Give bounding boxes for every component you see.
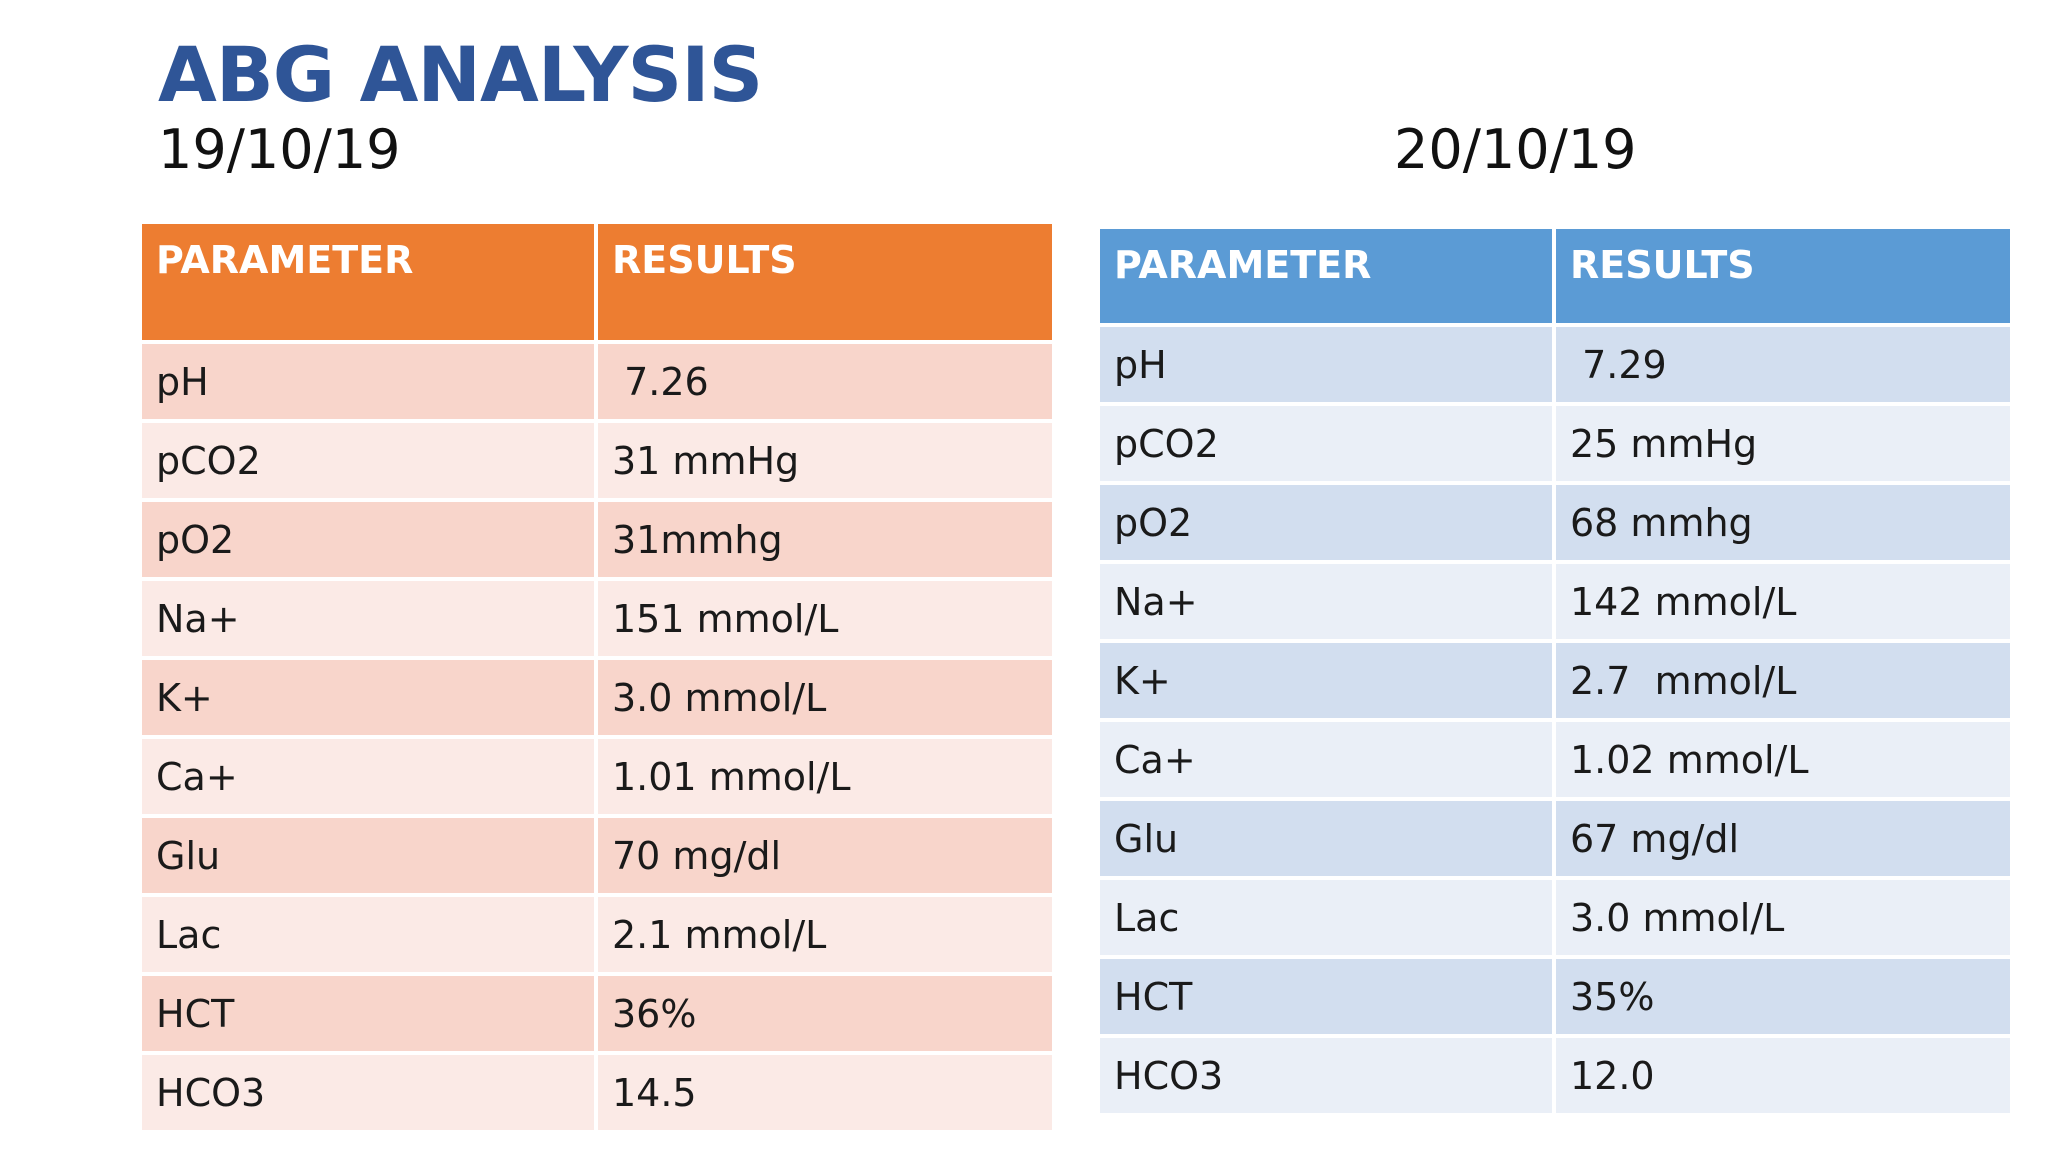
parameter-cell: K+: [1100, 643, 1552, 718]
parameter-cell: Lac: [1100, 880, 1552, 955]
table-row: K+ 3.0 mmol/L: [142, 660, 1052, 735]
parameter-cell: pCO2: [1100, 406, 1552, 481]
result-cell: 1.01 mmol/L: [598, 739, 1052, 814]
parameter-cell: Na+: [1100, 564, 1552, 639]
table-row: Ca+ 1.01 mmol/L: [142, 739, 1052, 814]
table-header-row: PARAMETER RESULTS: [142, 224, 1052, 340]
table-row: pCO2 31 mmHg: [142, 423, 1052, 498]
result-cell: 14.5: [598, 1055, 1052, 1130]
result-cell: 68 mmhg: [1556, 485, 2010, 560]
parameter-cell: pH: [1100, 327, 1552, 402]
table-row: Na+ 142 mmol/L: [1100, 564, 2010, 639]
result-cell: 3.0 mmol/L: [598, 660, 1052, 735]
abg-table-left: PARAMETER RESULTS pH 7.26 pCO2 31 mmHg pO…: [138, 220, 1056, 1134]
parameter-cell: HCO3: [1100, 1038, 1552, 1113]
table-row: K+ 2.7 mmol/L: [1100, 643, 2010, 718]
result-cell: 7.26: [598, 344, 1052, 419]
table-row: HCT 36%: [142, 976, 1052, 1051]
table-row: pCO2 25 mmHg: [1100, 406, 2010, 481]
table-row: pH 7.26: [142, 344, 1052, 419]
table-row: HCT 35%: [1100, 959, 2010, 1034]
header-results: RESULTS: [598, 224, 1052, 340]
parameter-cell: Ca+: [142, 739, 594, 814]
result-cell: 7.29: [1556, 327, 2010, 402]
table-row: pO2 31mmhg: [142, 502, 1052, 577]
parameter-cell: Glu: [1100, 801, 1552, 876]
parameter-cell: K+: [142, 660, 594, 735]
parameter-cell: pO2: [142, 502, 594, 577]
header-parameter: PARAMETER: [1100, 229, 1552, 323]
parameter-cell: HCT: [1100, 959, 1552, 1034]
parameter-cell: pO2: [1100, 485, 1552, 560]
date-left: 19/10/19: [158, 118, 401, 181]
table-row: pO2 68 mmhg: [1100, 485, 2010, 560]
result-cell: 12.0: [1556, 1038, 2010, 1113]
result-cell: 35%: [1556, 959, 2010, 1034]
result-cell: 3.0 mmol/L: [1556, 880, 2010, 955]
parameter-cell: Na+: [142, 581, 594, 656]
parameter-cell: pH: [142, 344, 594, 419]
table-row: Ca+ 1.02 mmol/L: [1100, 722, 2010, 797]
result-cell: 31mmhg: [598, 502, 1052, 577]
table-row: HCO3 12.0: [1100, 1038, 2010, 1113]
result-cell: 70 mg/dl: [598, 818, 1052, 893]
parameter-cell: HCT: [142, 976, 594, 1051]
result-cell: 151 mmol/L: [598, 581, 1052, 656]
result-cell: 25 mmHg: [1556, 406, 2010, 481]
result-cell: 2.1 mmol/L: [598, 897, 1052, 972]
abg-table-right: PARAMETER RESULTS pH 7.29 pCO2 25 mmHg pO…: [1096, 225, 2014, 1117]
header-results: RESULTS: [1556, 229, 2010, 323]
table-row: Na+ 151 mmol/L: [142, 581, 1052, 656]
table-row: Lac 3.0 mmol/L: [1100, 880, 2010, 955]
header-parameter: PARAMETER: [142, 224, 594, 340]
result-cell: 142 mmol/L: [1556, 564, 2010, 639]
result-cell: 36%: [598, 976, 1052, 1051]
result-cell: 67 mg/dl: [1556, 801, 2010, 876]
table-row: Glu 67 mg/dl: [1100, 801, 2010, 876]
parameter-cell: Glu: [142, 818, 594, 893]
result-cell: 2.7 mmol/L: [1556, 643, 2010, 718]
table-header-row: PARAMETER RESULTS: [1100, 229, 2010, 323]
table-row: Lac 2.1 mmol/L: [142, 897, 1052, 972]
date-right: 20/10/19: [1394, 118, 1637, 181]
result-cell: 31 mmHg: [598, 423, 1052, 498]
table-row: Glu 70 mg/dl: [142, 818, 1052, 893]
parameter-cell: HCO3: [142, 1055, 594, 1130]
parameter-cell: pCO2: [142, 423, 594, 498]
table-row: HCO3 14.5: [142, 1055, 1052, 1130]
page-title: ABG ANALYSIS: [158, 30, 763, 119]
result-cell: 1.02 mmol/L: [1556, 722, 2010, 797]
parameter-cell: Ca+: [1100, 722, 1552, 797]
table-row: pH 7.29: [1100, 327, 2010, 402]
parameter-cell: Lac: [142, 897, 594, 972]
